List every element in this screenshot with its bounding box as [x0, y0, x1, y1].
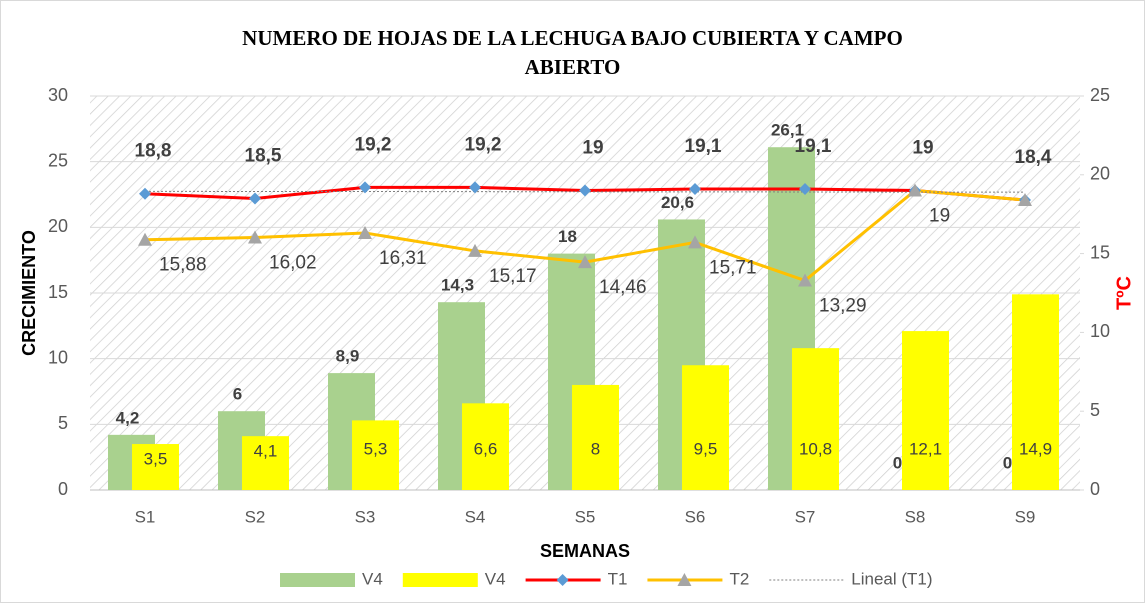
data-label: 15,71	[709, 257, 757, 278]
data-label: 5,3	[364, 439, 388, 458]
x-tick-label: S1	[135, 507, 156, 526]
marker	[138, 232, 152, 246]
data-label: 14,46	[599, 277, 647, 298]
data-label: 14,3	[441, 276, 474, 295]
y2-tick-label: 5	[1090, 400, 1100, 420]
x-axis-label: SEMANAS	[540, 541, 630, 561]
legend-label: V4	[485, 569, 506, 588]
legend-label: V4	[362, 569, 383, 588]
bar	[242, 436, 289, 490]
legend-label: Lineal (T1)	[851, 569, 932, 588]
marker	[799, 182, 811, 195]
data-label: 19,1	[795, 136, 832, 157]
data-label: 19,2	[355, 134, 392, 155]
marker	[248, 230, 262, 244]
y-tick-label: 20	[48, 216, 68, 236]
bar	[132, 444, 179, 490]
data-label: 6,6	[474, 439, 498, 458]
data-label: 19,1	[685, 136, 722, 157]
legend-marker	[677, 573, 692, 586]
y2-tick-label: 25	[1090, 85, 1110, 105]
data-label: 18,4	[1015, 147, 1052, 168]
x-tick-label: S4	[465, 507, 486, 526]
y-axis-label: CRECIMIENTO	[19, 230, 39, 356]
data-label: 19,2	[465, 134, 502, 155]
bar	[792, 348, 839, 490]
data-label: 26,1	[771, 121, 804, 140]
x-tick-label: S6	[685, 507, 706, 526]
y2-tick-label: 0	[1090, 479, 1100, 499]
y2-axis-label: TºC	[1113, 276, 1135, 310]
data-label: 4,1	[254, 442, 278, 461]
y2-tick-label: 15	[1090, 242, 1110, 262]
data-label: 12,1	[909, 439, 942, 458]
data-label: 20,6	[661, 193, 694, 212]
marker	[469, 181, 481, 194]
data-label: 4,2	[116, 408, 140, 427]
y-tick-label: 5	[58, 413, 68, 433]
marker	[798, 273, 812, 287]
marker	[1018, 193, 1032, 207]
marker	[139, 187, 151, 200]
x-tick-label: S3	[355, 507, 376, 526]
data-label: 15,88	[159, 255, 207, 276]
legend-swatch	[402, 573, 478, 587]
y-tick-label: 15	[48, 282, 68, 302]
legend-swatch	[280, 573, 355, 587]
data-label: 13,29	[819, 296, 867, 317]
bar	[1012, 294, 1059, 490]
y2-tick-label: 10	[1090, 321, 1110, 341]
y-tick-label: 25	[48, 150, 68, 170]
bar	[352, 420, 399, 490]
legend-label: T2	[729, 569, 749, 588]
data-label: 19	[912, 138, 933, 159]
data-label: 16,02	[269, 253, 317, 274]
y-tick-label: 30	[48, 85, 68, 105]
data-label: 18,8	[135, 141, 172, 162]
data-label: 10,8	[799, 439, 832, 458]
marker	[579, 184, 591, 197]
x-tick-label: S8	[905, 507, 926, 526]
data-label: 18	[558, 227, 577, 246]
marker	[359, 181, 371, 194]
marker	[249, 192, 261, 205]
data-label: 0	[1003, 453, 1012, 472]
marker	[468, 243, 482, 257]
chart-title: NUMERO DE HOJAS DE LA LECHUGA BAJO CUBIE…	[242, 26, 903, 79]
y-tick-label: 10	[48, 347, 68, 367]
data-label: 14,9	[1019, 439, 1052, 458]
bar	[462, 403, 509, 490]
x-tick-label: S2	[245, 507, 266, 526]
data-label: 9,5	[694, 439, 718, 458]
legend-label: T1	[608, 569, 628, 588]
marker	[908, 183, 922, 197]
data-label: 19	[582, 138, 603, 159]
data-label: 8	[591, 439, 600, 458]
data-label: 19	[929, 206, 950, 227]
data-label: 16,31	[379, 248, 427, 269]
legend-marker	[556, 574, 569, 586]
bar	[682, 365, 729, 490]
y2-tick-label: 20	[1090, 164, 1110, 184]
y-tick-label: 0	[58, 479, 68, 499]
marker	[358, 225, 372, 239]
data-label: 8,9	[336, 347, 360, 366]
data-label: 0	[893, 453, 902, 472]
x-tick-label: S7	[795, 507, 816, 526]
marker	[689, 182, 701, 195]
bar	[902, 331, 949, 490]
marker	[688, 235, 702, 249]
bar	[572, 384, 619, 490]
data-label: 6	[233, 385, 242, 404]
x-tick-label: S9	[1015, 507, 1036, 526]
data-label: 15,17	[489, 266, 537, 287]
marker	[578, 255, 592, 269]
x-tick-label: S5	[575, 507, 596, 526]
data-label: 18,5	[245, 145, 282, 166]
data-label: 3,5	[144, 450, 168, 469]
